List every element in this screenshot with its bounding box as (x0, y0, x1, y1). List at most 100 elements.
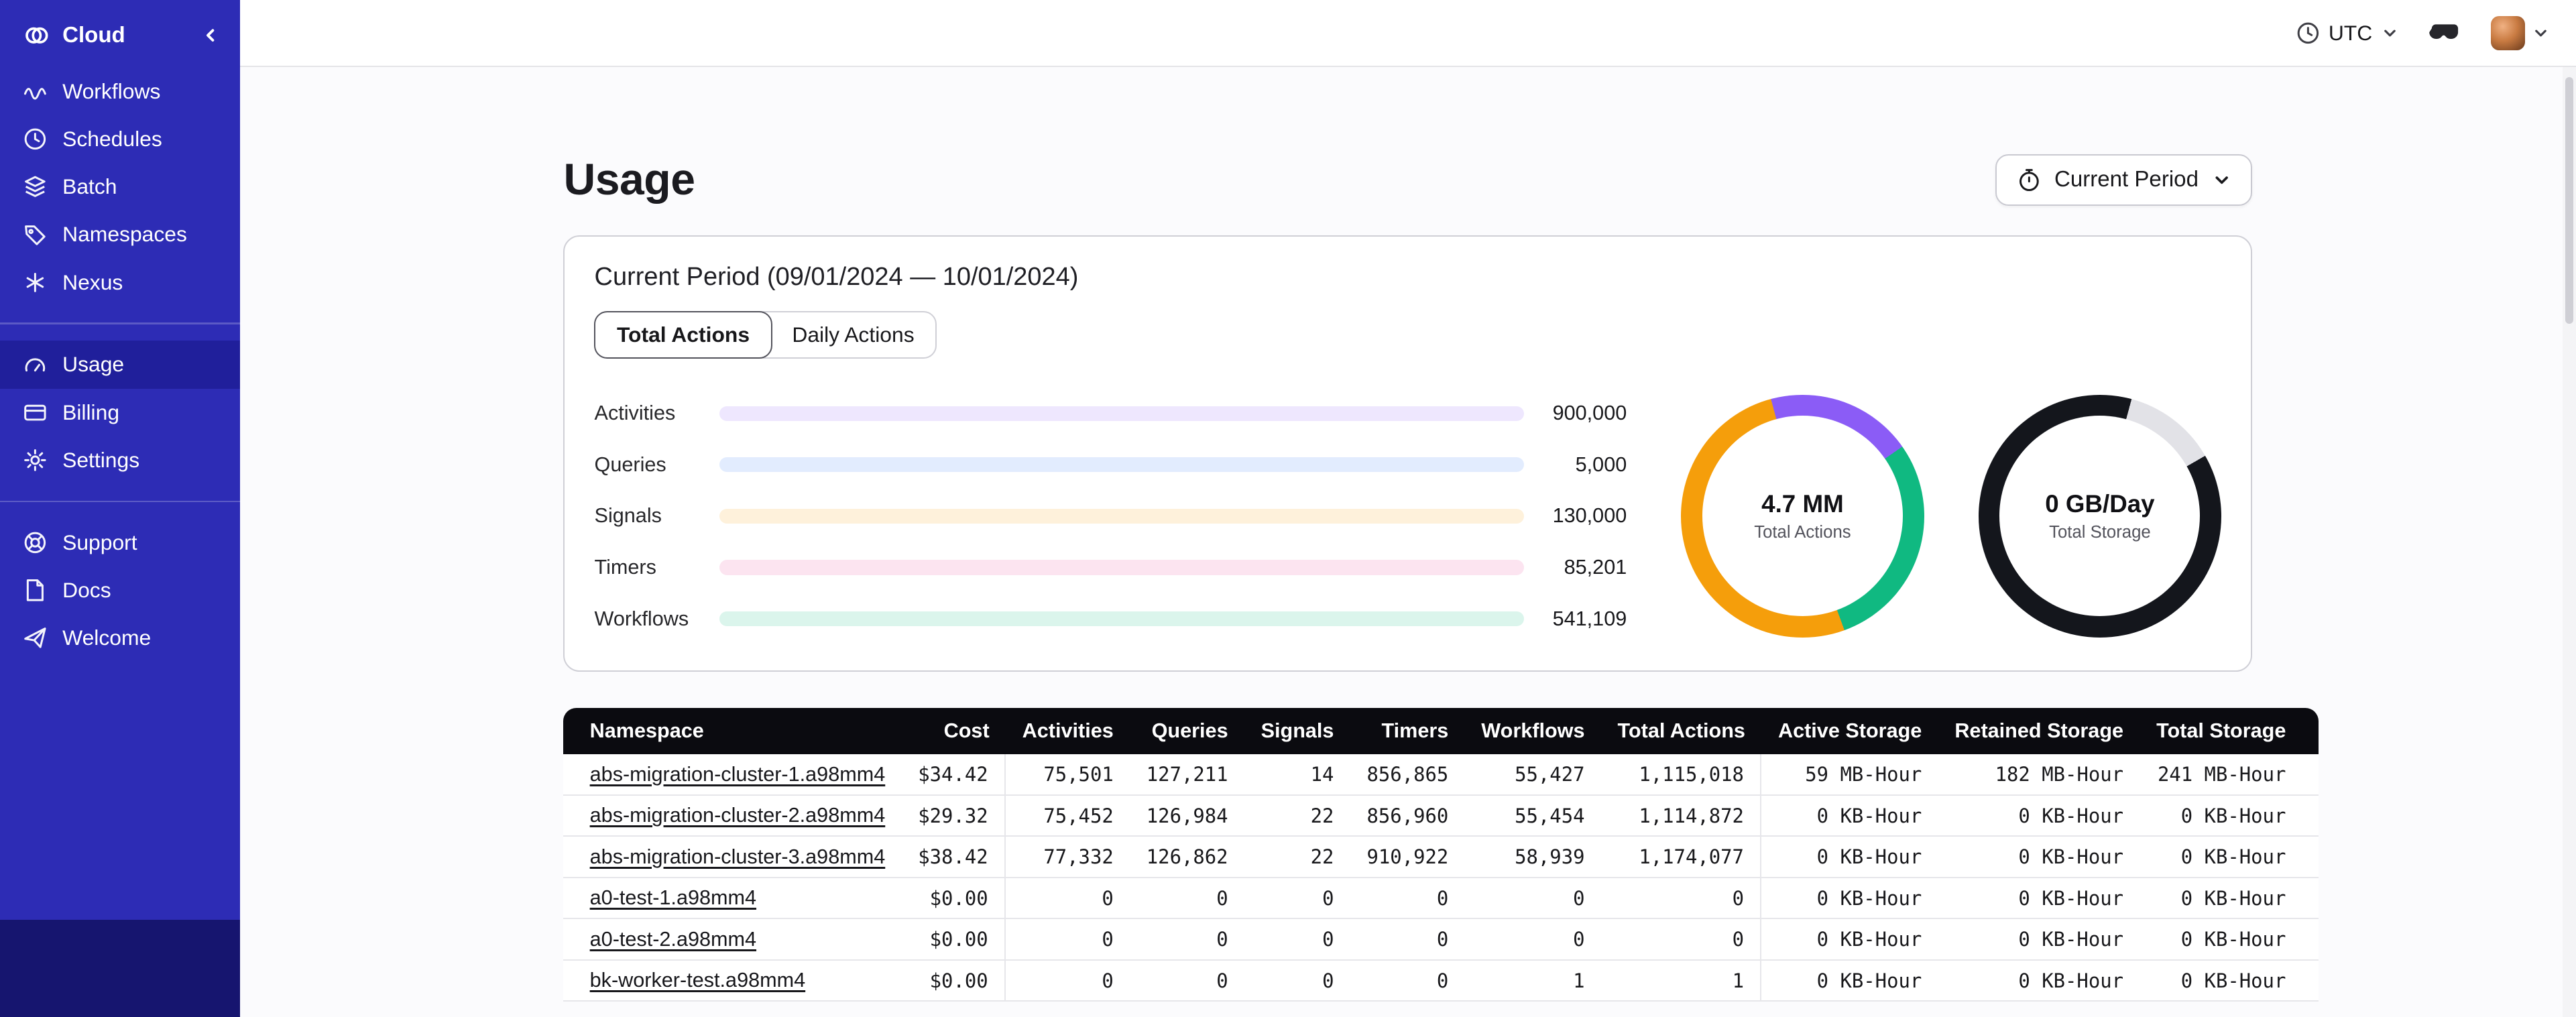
topbar: UTC (239, 0, 2576, 68)
sidebar-item-nexus[interactable]: Nexus (0, 259, 240, 306)
stopwatch-icon (2017, 168, 2042, 192)
sidebar-item-welcome[interactable]: Welcome (0, 614, 240, 662)
bar-value: 85,201 (1564, 556, 1627, 579)
donut-value: 0 GB/Day (2045, 489, 2155, 518)
scrollbar-thumb[interactable] (2565, 77, 2574, 324)
account-menu[interactable] (2490, 15, 2550, 50)
cell-active-storage: 59 MB-Hour (1761, 754, 1938, 796)
cell-timers: 856,865 (1350, 754, 1465, 796)
bar-value: 130,000 (1552, 504, 1627, 528)
sidebar-nav-primary: Workflows Schedules Batch Namespaces Nex… (0, 67, 240, 306)
namespace-link[interactable]: abs-migration-cluster-1.a98mm4 (589, 762, 886, 786)
cell-queries: 0 (1130, 919, 1245, 961)
cell-cost: $34.42 (901, 754, 1006, 796)
sidebar-item-docs[interactable]: Docs (0, 566, 240, 614)
cell-timers: 856,960 (1350, 795, 1465, 837)
cell-total-actions: 1 (1601, 960, 1762, 1002)
sidebar-item-support[interactable]: Support (0, 519, 240, 566)
sidebar-item-usage[interactable]: Usage (0, 341, 240, 389)
cell-cost: $38.42 (901, 837, 1006, 878)
main-content: Usage Current Period Current Period (09/… (240, 67, 2576, 1016)
sidebar-item-namespaces[interactable]: Namespaces (0, 211, 240, 258)
cell-activities: 75,452 (1006, 795, 1130, 837)
namespace-link[interactable]: abs-migration-cluster-3.a98mm4 (589, 845, 886, 868)
col-active-storage: Active Storage (1761, 708, 1938, 755)
batch-icon (23, 174, 48, 199)
cell-cost: $29.32 (901, 795, 1006, 837)
support-icon (23, 530, 48, 555)
sidebar-item-batch[interactable]: Batch (0, 163, 240, 211)
col-cost: Cost (901, 708, 1006, 755)
sidebar: Cloud Workflows Schedules Batch (0, 0, 240, 1017)
cell-timers: 0 (1350, 919, 1465, 961)
col-total-actions: Total Actions (1601, 708, 1762, 755)
timezone-label: UTC (2328, 20, 2373, 45)
sidebar-item-settings[interactable]: Settings (0, 436, 240, 484)
sidebar-item-label: Workflows (62, 78, 161, 103)
bar-value: 5,000 (1575, 453, 1627, 476)
donut-sublabel: Total Storage (2049, 523, 2151, 542)
sidebar-item-label: Docs (62, 577, 111, 602)
donut-hole (1999, 416, 2201, 617)
sidebar-item-label: Support (62, 530, 137, 554)
nexus-icon (23, 270, 48, 295)
namespace-link[interactable]: abs-migration-cluster-2.a98mm4 (589, 804, 886, 827)
collapse-sidebar-icon[interactable] (200, 25, 220, 45)
sidebar-item-label: Welcome (62, 625, 152, 650)
table-row: abs-migration-cluster-3.a98mm4 $38.42 77… (563, 837, 2319, 878)
cell-total-storage: 0 KB-Hour (2140, 795, 2319, 837)
scrollbar (2563, 67, 2576, 1017)
bar-label: Workflows (594, 607, 689, 630)
bar-track (719, 406, 1525, 421)
cell-timers: 0 (1350, 960, 1465, 1002)
cell-workflows: 1 (1464, 960, 1601, 1002)
temporal-logo-icon (23, 21, 51, 50)
actions-tabs: Total Actions Daily Actions (594, 310, 937, 359)
donut-value: 4.7 MM (1761, 489, 1844, 518)
sidebar-item-label: Batch (62, 174, 117, 199)
namespace-link[interactable]: a0-test-2.a98mm4 (589, 927, 757, 951)
bar-label: Activities (594, 402, 676, 425)
period-selector-button[interactable]: Current Period (1995, 154, 2253, 206)
bar-value: 541,109 (1552, 607, 1627, 630)
tab-total-actions[interactable]: Total Actions (594, 310, 772, 359)
sidebar-brand[interactable]: Cloud (0, 0, 240, 67)
page-title: Usage (563, 155, 695, 205)
cell-workflows: 0 (1464, 919, 1601, 961)
table-row: abs-migration-cluster-1.a98mm4 $34.42 75… (563, 754, 2319, 796)
cell-signals: 0 (1244, 878, 1350, 920)
table-header: Namespace Cost Activities Queries Signal… (563, 708, 2319, 755)
cell-total-storage: 0 KB-Hour (2140, 960, 2319, 1002)
cell-total-actions: 1,174,077 (1601, 837, 1762, 878)
cell-workflows: 0 (1464, 878, 1601, 920)
bar-row-signals: Signals 130,000 (595, 504, 1627, 528)
namespace-link[interactable]: a0-test-1.a98mm4 (589, 886, 757, 910)
col-signals: Signals (1244, 708, 1350, 755)
sidebar-item-billing[interactable]: Billing (0, 389, 240, 436)
cell-total-storage: 0 KB-Hour (2140, 919, 2319, 961)
cell-namespace: abs-migration-cluster-2.a98mm4 (563, 795, 902, 837)
schedules-icon (23, 127, 48, 152)
sidebar-item-schedules[interactable]: Schedules (0, 115, 240, 163)
cell-total-storage: 241 MB-Hour (2140, 754, 2319, 796)
bar-label: Signals (594, 504, 662, 528)
chevron-down-icon (2212, 170, 2231, 190)
tab-daily-actions[interactable]: Daily Actions (770, 312, 936, 357)
bar-label: Timers (594, 556, 656, 579)
bar-track (719, 560, 1525, 575)
cell-workflows: 58,939 (1464, 837, 1601, 878)
chevron-down-icon (2381, 24, 2399, 42)
docs-icon (23, 578, 48, 603)
sidebar-item-workflows[interactable]: Workflows (0, 67, 240, 115)
bar-label: Queries (594, 453, 666, 476)
goggles-icon[interactable] (2428, 21, 2461, 44)
table-row: abs-migration-cluster-2.a98mm4 $29.32 75… (563, 795, 2319, 837)
namespace-link[interactable]: bk-worker-test.a98mm4 (589, 969, 806, 992)
card-title: Current Period (09/01/2024 — 10/01/2024) (594, 262, 1079, 291)
cell-cost: $0.00 (901, 960, 1006, 1002)
cell-namespace: abs-migration-cluster-1.a98mm4 (563, 754, 902, 796)
donut-sublabel: Total Actions (1754, 523, 1851, 542)
timezone-selector[interactable]: UTC (2296, 21, 2399, 46)
cell-total-actions: 1,114,872 (1601, 795, 1762, 837)
total-storage-donut: 0 GB/Day Total Storage (1978, 394, 2222, 638)
